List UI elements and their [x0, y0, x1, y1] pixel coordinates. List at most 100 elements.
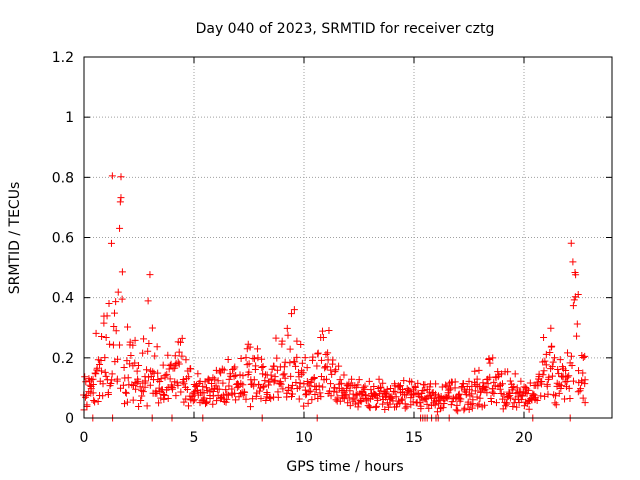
data-point [396, 382, 404, 390]
data-point [292, 362, 300, 370]
data-point [313, 362, 321, 370]
data-point [284, 331, 292, 339]
data-point [123, 398, 131, 406]
data-point [323, 363, 331, 371]
data-point [131, 359, 139, 367]
data-point [494, 368, 502, 376]
data-point [286, 359, 294, 367]
data-point [287, 385, 295, 393]
data-point [370, 390, 378, 398]
data-point [445, 392, 453, 400]
data-point [252, 392, 260, 400]
data-point [569, 302, 577, 310]
data-point [522, 398, 530, 406]
data-point [346, 387, 354, 395]
data-point [194, 370, 202, 378]
data-point [540, 367, 548, 375]
data-point [573, 320, 581, 328]
data-point [159, 361, 167, 369]
data-point [187, 365, 195, 373]
data-point [487, 397, 495, 405]
data-point [161, 391, 169, 399]
data-point [314, 394, 322, 402]
data-point [286, 345, 294, 353]
data-point [455, 390, 463, 398]
data-point [180, 380, 188, 388]
data-series [80, 172, 589, 422]
data-point [485, 355, 493, 363]
data-point [306, 382, 314, 390]
data-point [97, 356, 105, 364]
y-tick-label: 1.2 [52, 50, 74, 66]
data-point [255, 380, 263, 388]
data-point [475, 366, 483, 374]
data-point [525, 405, 533, 413]
data-point [93, 364, 101, 372]
data-point [126, 360, 134, 368]
data-point [579, 369, 587, 377]
data-point [149, 368, 157, 376]
data-point [550, 391, 558, 399]
axis-ticks: 0 0.2 0.4 0.6 0.8 1 1.2 0 5 10 15 20 [52, 50, 612, 446]
data-point [431, 401, 439, 409]
data-point [354, 403, 362, 411]
data-point [484, 380, 492, 388]
data-point [570, 296, 578, 304]
data-point [124, 323, 132, 331]
data-point [231, 363, 239, 371]
y-tick-label: 1 [65, 110, 74, 126]
data-point [423, 400, 431, 408]
data-point [232, 371, 240, 379]
data-point [276, 379, 284, 387]
data-point [225, 375, 233, 383]
data-point [215, 385, 223, 393]
data-point [174, 381, 182, 389]
data-point [454, 407, 462, 415]
data-point [473, 393, 481, 401]
data-point [273, 354, 281, 362]
data-point [212, 382, 220, 390]
data-point [576, 387, 584, 395]
data-point [533, 397, 541, 405]
data-point [383, 385, 391, 393]
data-point [290, 306, 298, 314]
data-point [442, 381, 450, 389]
data-point [567, 352, 575, 360]
data-point [254, 354, 262, 362]
data-point [396, 399, 404, 407]
data-point [279, 385, 287, 393]
data-point [113, 375, 121, 383]
data-point [486, 373, 494, 381]
data-point [124, 374, 132, 382]
data-point [92, 370, 100, 378]
data-point [153, 343, 161, 351]
data-point [579, 394, 587, 402]
x-tick-label: 10 [295, 430, 313, 446]
data-point [505, 388, 513, 396]
data-point [177, 388, 185, 396]
data-point [563, 377, 571, 385]
data-point [250, 382, 258, 390]
data-point [249, 395, 257, 403]
data-point [171, 352, 179, 360]
data-point [481, 401, 489, 409]
data-point [179, 376, 187, 384]
data-point [108, 172, 116, 180]
data-point [433, 408, 441, 416]
data-point [453, 401, 461, 409]
data-point [549, 358, 557, 366]
data-point [153, 389, 161, 397]
data-point [336, 376, 344, 384]
data-point [373, 402, 381, 410]
data-point [352, 391, 360, 399]
data-point [293, 337, 301, 345]
data-point [315, 382, 323, 390]
data-point [381, 406, 389, 414]
data-point [288, 381, 296, 389]
data-point [108, 376, 116, 384]
data-point [289, 390, 297, 398]
data-point [112, 298, 120, 306]
data-point [96, 360, 104, 368]
data-point [224, 355, 232, 363]
chart-title: Day 040 of 2023, SRMTID for receiver czt… [196, 21, 495, 37]
